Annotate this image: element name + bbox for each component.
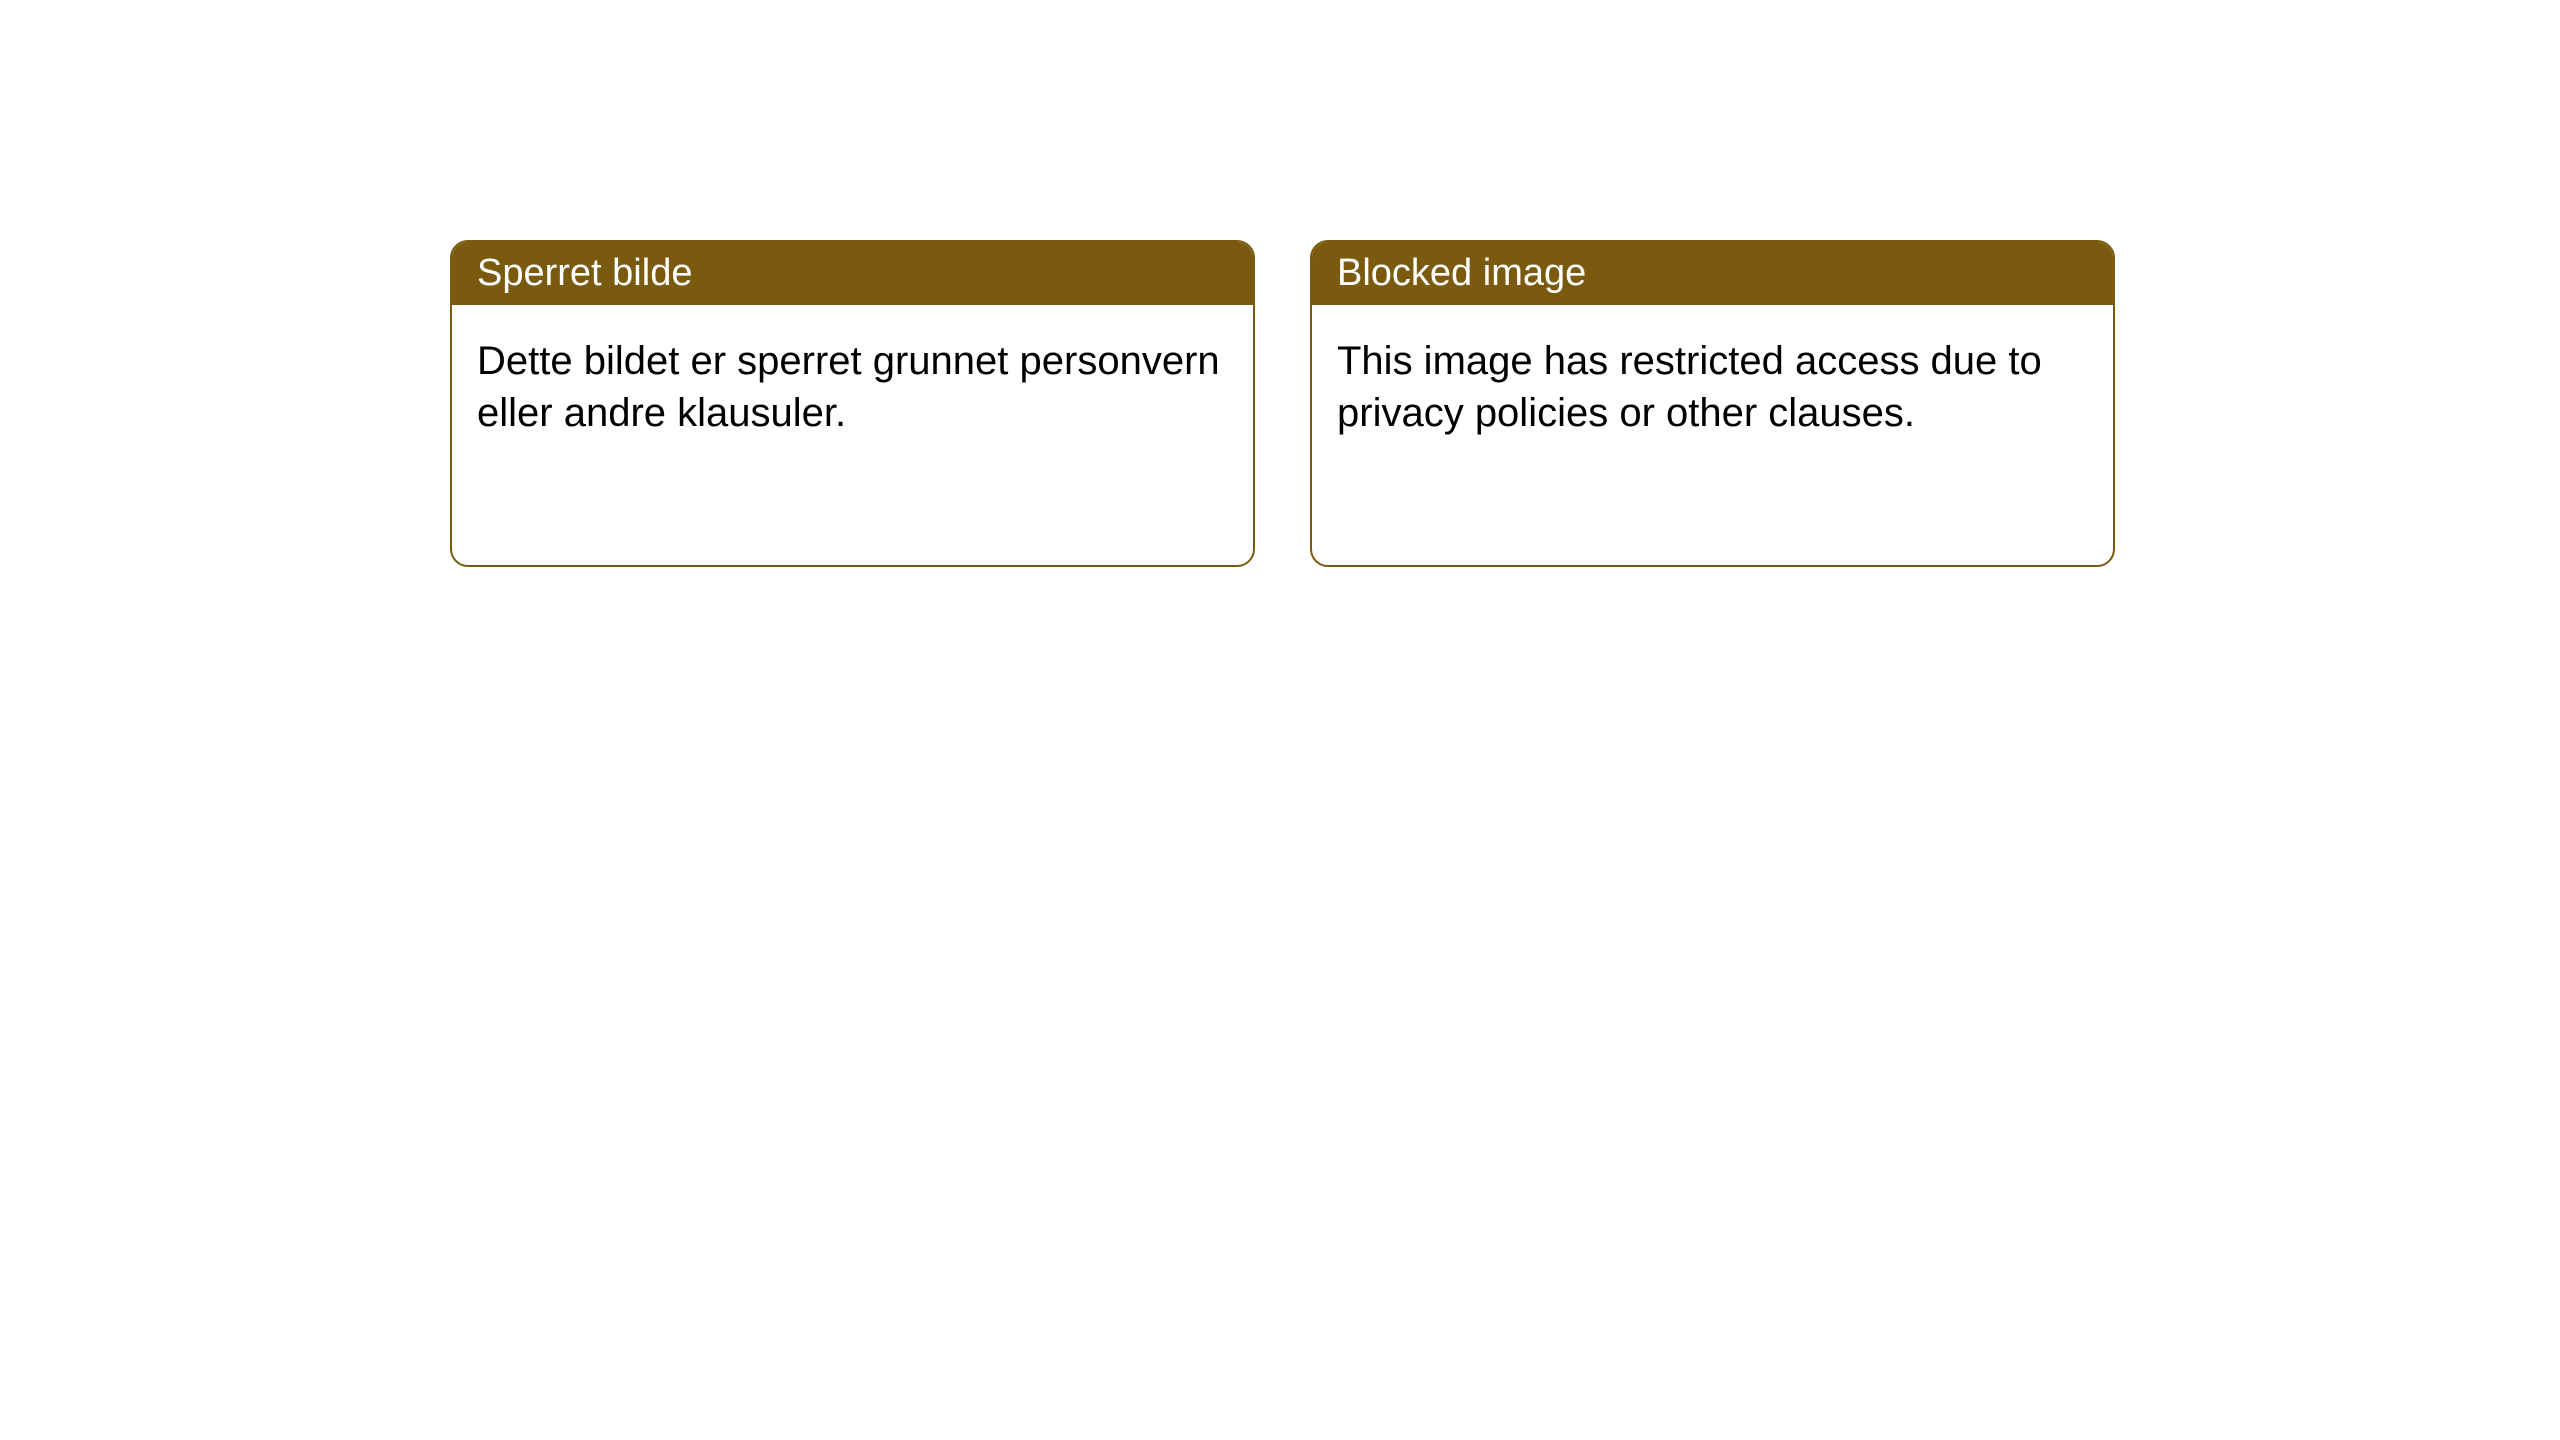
notice-body: This image has restricted access due to … bbox=[1312, 305, 2113, 565]
notice-message: Dette bildet er sperret grunnet personve… bbox=[477, 335, 1228, 439]
notice-title: Sperret bilde bbox=[452, 242, 1253, 305]
notice-card-norwegian: Sperret bilde Dette bildet er sperret gr… bbox=[450, 240, 1255, 567]
notice-container: Sperret bilde Dette bildet er sperret gr… bbox=[0, 0, 2560, 567]
notice-title: Blocked image bbox=[1312, 242, 2113, 305]
notice-body: Dette bildet er sperret grunnet personve… bbox=[452, 305, 1253, 565]
notice-card-english: Blocked image This image has restricted … bbox=[1310, 240, 2115, 567]
notice-message: This image has restricted access due to … bbox=[1337, 335, 2088, 439]
